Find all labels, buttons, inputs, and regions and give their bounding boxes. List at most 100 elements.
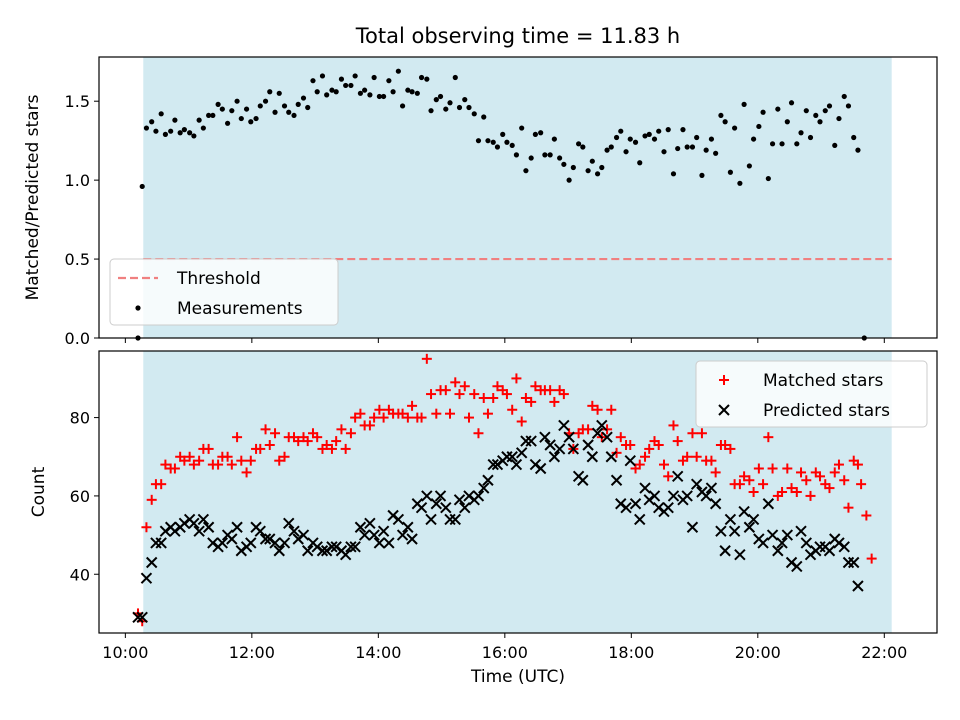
matched-star-point	[378, 412, 389, 423]
matched-star-point	[279, 451, 290, 462]
measurement-point	[665, 127, 671, 133]
matched-star-point	[682, 451, 693, 462]
measurement-point	[177, 130, 183, 136]
x-tick-label: 16:00	[482, 643, 528, 662]
legend-label: Matched stars	[763, 371, 883, 391]
predicted-star-point	[421, 490, 433, 502]
measurement-point	[471, 111, 477, 117]
matched-star-point	[516, 416, 527, 427]
matched-star-point	[179, 455, 190, 466]
matched-star-point	[545, 385, 556, 396]
legend-predicted-swatch	[718, 404, 730, 416]
y-tick-label: 80	[70, 409, 90, 428]
measurement-point	[637, 160, 643, 166]
measurement-point	[219, 106, 225, 112]
measurement-point	[713, 150, 719, 156]
measurement-point	[329, 87, 335, 93]
measurement-point	[357, 90, 364, 96]
matched-star-point	[687, 428, 698, 439]
measurement-point	[794, 141, 800, 147]
matched-star-point	[592, 404, 603, 415]
matched-star-point	[549, 396, 560, 407]
measurement-point	[599, 164, 605, 171]
measurement-point	[158, 111, 164, 117]
predicted-star-point	[415, 501, 428, 514]
count-panel: 40 60 80 10:00 12:00 14:00 16:00 18:00 20:00 22:0…	[29, 350, 938, 687]
measurement-point	[841, 93, 847, 100]
measurement-point	[162, 131, 169, 137]
predicted-star-point	[591, 427, 604, 439]
measurement-point	[561, 161, 567, 167]
measurement-point	[832, 142, 838, 149]
measurement-point	[632, 139, 639, 145]
matched-star-point	[350, 412, 361, 423]
predicted-star-point	[766, 529, 779, 541]
matched-star-point	[725, 443, 736, 454]
matched-star-point	[331, 436, 342, 447]
matched-star-point	[146, 494, 157, 505]
measurement-point	[456, 104, 463, 111]
measurement-point	[576, 141, 582, 147]
predicted-star-point	[686, 521, 699, 533]
matched-star-point	[777, 487, 788, 497]
measurement-point	[333, 89, 339, 95]
measurement-point	[238, 115, 244, 122]
predicted-star-point	[700, 490, 712, 502]
measurement-point	[234, 98, 240, 104]
matched-star-point	[141, 522, 152, 533]
matched-star-point	[734, 479, 745, 490]
measurement-point	[813, 112, 819, 119]
measurement-point	[542, 152, 548, 158]
matched-star-point	[852, 459, 863, 470]
measurement-point	[229, 108, 235, 114]
matched-star-point	[767, 463, 778, 474]
matched-star-point	[488, 393, 499, 403]
matched-star-point	[340, 443, 351, 454]
legend-label: Predicted stars	[763, 401, 890, 421]
predicted-star-point	[510, 458, 523, 471]
predicted-star-point	[326, 541, 338, 553]
measurement-point	[851, 134, 857, 141]
measurement-point	[466, 104, 472, 111]
measurement-point	[276, 90, 282, 96]
matched-star-point	[640, 451, 651, 462]
measurement-point	[314, 89, 320, 95]
matched-star-point	[691, 451, 702, 462]
matched-star-point	[658, 459, 669, 470]
measurement-point	[684, 144, 690, 150]
matched-star-point	[407, 400, 418, 411]
predicted-star-point	[534, 462, 547, 475]
predicted-star-point	[852, 580, 864, 592]
measurement-point	[352, 73, 358, 79]
matched-star-point	[402, 412, 413, 423]
matched-star-point	[520, 393, 531, 403]
predicted-star-point	[671, 470, 684, 483]
y-tick-label: 40	[70, 565, 90, 584]
x-tick-label: 14:00	[355, 643, 401, 662]
predicted-star-point	[629, 498, 642, 510]
predicted-star-point	[601, 431, 613, 443]
measurement-point	[732, 125, 738, 131]
predicted-star-point	[202, 521, 215, 533]
predicted-star-point	[383, 537, 395, 549]
predicted-star-point	[316, 545, 329, 557]
predicted-star-point	[558, 419, 570, 432]
matched-star-point	[748, 487, 759, 497]
predicted-star-point	[620, 501, 632, 514]
measurement-point	[551, 136, 557, 142]
predicted-star-point	[345, 541, 357, 553]
predicted-star-point	[259, 533, 272, 545]
measurement-point	[257, 103, 263, 109]
predicted-star-point	[563, 431, 575, 443]
measurement-point	[741, 101, 747, 107]
measurement-point	[627, 136, 633, 142]
predicted-star-point	[662, 501, 674, 514]
matched-star-point	[264, 440, 275, 450]
measurement-point	[172, 117, 178, 123]
measurement-point	[500, 131, 506, 137]
measurement-point	[310, 78, 316, 84]
matched-star-point	[213, 459, 224, 470]
matched-star-point	[653, 440, 664, 450]
predicted-star-point	[453, 494, 466, 506]
predicted-star-point	[639, 482, 651, 494]
